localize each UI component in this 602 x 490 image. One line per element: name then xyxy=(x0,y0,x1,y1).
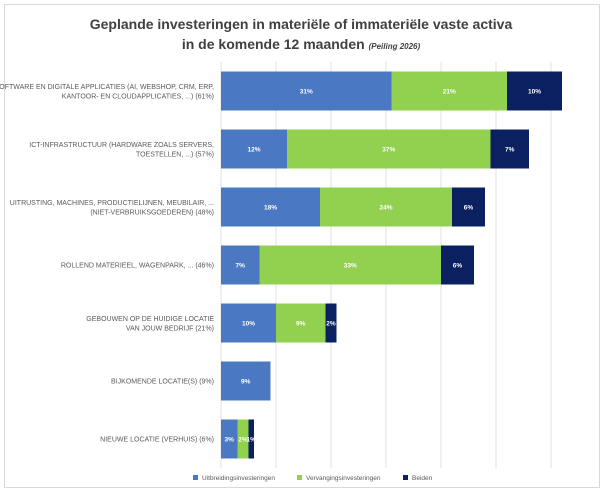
bar-group: 31% 21% 10% 12% 37% 7% 18% 24% 6% 7% 33% 6% 10% 9% 2% 9… xyxy=(221,71,562,459)
category-label: TOESTELLEN, ...) (57%) xyxy=(136,151,214,158)
category-label: KANTOOR- EN CLOUDAPPLICATIES, ...) (61%) xyxy=(62,93,214,100)
category-label: GEBOUWEN OP DE HUIDIGE LOCATIE xyxy=(86,316,214,323)
bar-value-label: 2% xyxy=(238,437,248,444)
category-label: ICT-INFRASTRUCTUUR (HARDWARE ZOALS SERVE… xyxy=(29,142,214,149)
bar-segment xyxy=(391,71,507,111)
bar-segment xyxy=(325,303,337,343)
bar-value-label: 2% xyxy=(326,321,336,328)
bar-value-label: 7% xyxy=(236,263,246,270)
bar-value-label: 6% xyxy=(453,263,463,270)
bar-segment xyxy=(221,71,392,111)
bar-segment xyxy=(221,129,287,169)
bar-segment xyxy=(248,419,254,459)
bar-value-label: 3% xyxy=(225,437,235,444)
bar-value-label: 33% xyxy=(344,263,357,270)
bar-value-label: 9% xyxy=(241,379,251,386)
bar-segment xyxy=(452,187,485,227)
category-label: (NIET-VERBRUIKSGOEDEREN) (48%) xyxy=(90,209,214,216)
bar-value-label: 12% xyxy=(247,147,260,154)
bar-segment xyxy=(287,129,491,169)
bar-segment xyxy=(276,303,326,343)
bar-segment xyxy=(221,303,276,343)
bar-segment xyxy=(507,71,562,111)
chart-title-note: (Peiling 2026) xyxy=(368,42,421,51)
bar-value-label: 6% xyxy=(464,205,474,212)
bar-segment xyxy=(320,187,452,227)
category-labels: SOFTWARE EN DIGITALE APPLICATIES (AI, WE… xyxy=(0,84,214,444)
category-label: NIEUWE LOCATIE (VERHUIS) (6%) xyxy=(100,437,214,444)
category-label: UITRUSTING, MACHINES, PRODUCTIELIJNEN, M… xyxy=(10,200,214,207)
legend-swatch xyxy=(193,475,198,480)
category-label: ROLLEND MATERIEEL, WAGENPARK, ... (46%) xyxy=(61,263,214,270)
category-label: BIJKOMENDE LOCATIE(S) (9%) xyxy=(111,379,214,386)
bar-segment xyxy=(221,419,238,459)
bar-value-label: 18% xyxy=(264,205,277,212)
bar-value-label: 24% xyxy=(379,205,392,212)
bar-value-label: 9% xyxy=(296,321,306,328)
bar-segment xyxy=(441,245,474,285)
bar-segment xyxy=(221,361,271,401)
legend-swatch xyxy=(297,475,302,480)
bar-segment xyxy=(221,245,260,285)
bar-value-label: 37% xyxy=(382,147,395,154)
legend-label: Uitbreidingsinvesteringen xyxy=(202,475,275,482)
legend-swatch xyxy=(403,475,408,480)
category-label: VAN JOUW BEDRIJF (21%) xyxy=(126,325,214,332)
bar-segment xyxy=(221,187,320,227)
bar-value-label: 7% xyxy=(505,147,515,154)
bar-value-label: 21% xyxy=(443,89,456,96)
bar-segment xyxy=(259,245,441,285)
bar-segment xyxy=(490,129,529,169)
bar-value-label: 31% xyxy=(300,89,313,96)
chart-title-line-1: Geplande investeringen in materiële of i… xyxy=(89,16,513,32)
chart-title-line-2: in de komende 12 maanden (Peiling 2026) xyxy=(0,34,602,57)
category-label: SOFTWARE EN DIGITALE APPLICATIES (AI, WE… xyxy=(0,84,214,91)
bar-segment xyxy=(237,419,249,459)
legend-label: Vervangingsinvesteringen xyxy=(306,475,381,482)
bar-value-label: 10% xyxy=(242,321,255,328)
chart-title-main-2: in de komende 12 maanden xyxy=(181,36,365,52)
chart-title: Geplande investeringen in materiële of i… xyxy=(0,14,602,57)
bar-value-label: 10% xyxy=(528,89,541,96)
legend-label: Beiden xyxy=(412,475,433,482)
bar-value-label: 1% xyxy=(247,437,257,444)
legend: Uitbreidingsinvesteringen Vervangingsinve… xyxy=(193,475,433,482)
